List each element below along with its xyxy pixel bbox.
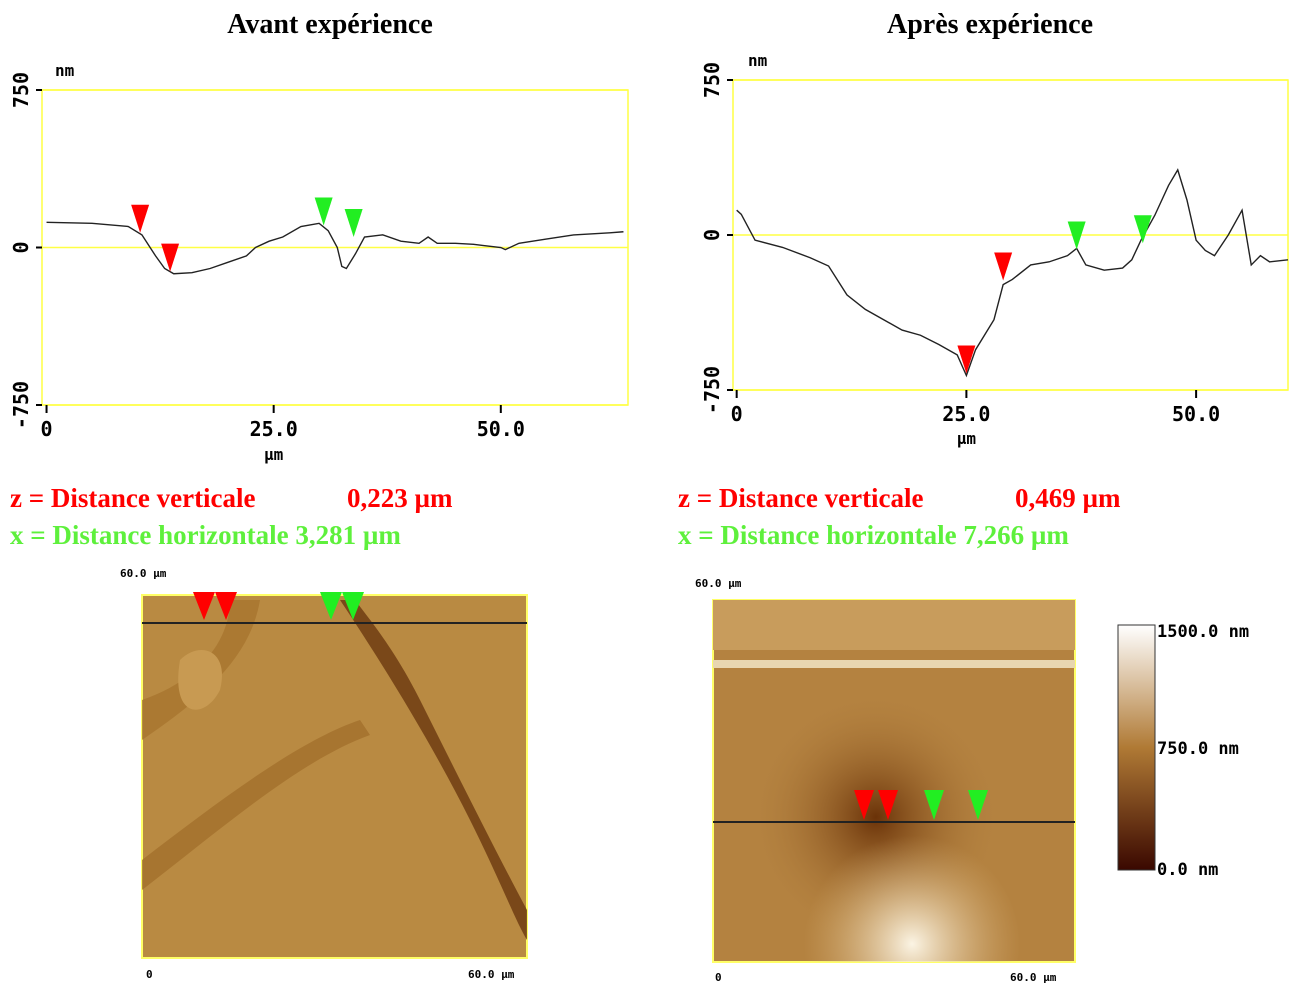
image-label: 60.0 µm [120, 567, 167, 580]
cursor-marker [344, 209, 363, 237]
x-tick-label: 50.0 [1172, 402, 1220, 426]
measure-value: 0,223 µm [347, 483, 453, 513]
colorbar-label: 1500.0 nm [1157, 622, 1249, 642]
chart: Avant expérience -750 0 750 0 25.0 50.0 nm µm [9, 9, 629, 464]
y-tick-label: 750 [9, 72, 33, 108]
image-label: 60.0 µm [468, 968, 515, 981]
x-tick-label: 25.0 [250, 417, 298, 441]
x-tick-label: 0 [41, 417, 53, 441]
colorbar-label: 750.0 nm [1157, 739, 1239, 759]
cursor-marker [994, 252, 1013, 281]
measure-value: 0,469 µm [1015, 483, 1121, 513]
cursor-marker [161, 243, 180, 272]
y-tick-label: 750 [700, 62, 724, 98]
image-label: 0 [715, 971, 722, 984]
cursor-marker [957, 345, 976, 374]
cursor-marker [1067, 221, 1086, 250]
chart-title: Après expérience [887, 9, 1093, 40]
y-tick-label: -750 [700, 366, 724, 414]
chart: Après expérience -750 0 750 0 25.0 50.0 nm µm [700, 9, 1289, 448]
y-tick-label: 0 [9, 241, 33, 253]
image-label: 60.0 µm [1010, 971, 1057, 984]
y-unit: nm [748, 51, 768, 70]
colorbar-label: 0.0 nm [1157, 860, 1218, 880]
line [736, 168, 1289, 378]
y-tick-label: -750 [9, 381, 33, 429]
x-tick-label: 0 [731, 402, 743, 426]
afm-image: 60.0 µm 0 60.0 µm [120, 567, 528, 981]
x-tick-label: 50.0 [477, 417, 525, 441]
colorbar: 1500.0 nm 750.0 nm 0.0 nm [1117, 622, 1249, 880]
cursor-marker [1133, 215, 1152, 244]
measure-label: x = Distance horizontale 3,281 µm [10, 520, 401, 550]
image-label: 60.0 µm [695, 577, 742, 590]
cursor-marker [131, 204, 150, 233]
y-unit: nm [55, 61, 75, 80]
measure-label: z = Distance verticale [10, 483, 256, 513]
x-axis-label: µm [264, 445, 284, 464]
chart-title: Avant expérience [227, 9, 433, 40]
x-tick-label: 25.0 [942, 402, 990, 426]
afm-image: 60.0 µm 0 60.0 µm [695, 577, 1076, 984]
image-label: 0 [146, 968, 153, 981]
line [46, 221, 624, 275]
x-axis-label: µm [957, 429, 977, 448]
measure-label: z = Distance verticale [678, 483, 924, 513]
measure-label: x = Distance horizontale 7,266 µm [678, 520, 1069, 550]
cursor-marker [314, 197, 333, 226]
y-tick-label: 0 [700, 229, 724, 241]
